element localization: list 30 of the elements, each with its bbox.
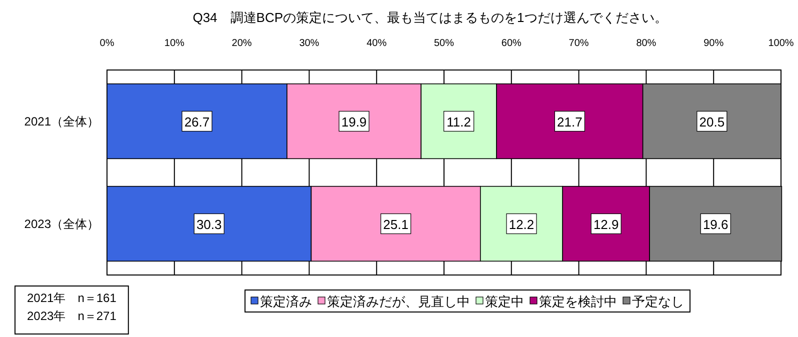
x-tick-label: 80% xyxy=(636,38,656,49)
title: Q34 調達BCPの策定について、最も当てはまるものを1つだけ選んでください。 xyxy=(192,10,668,25)
x-tick-label: 0% xyxy=(100,38,114,49)
data-label: 12.2 xyxy=(508,216,534,232)
x-tick-label: 90% xyxy=(704,38,724,49)
legend-label: 予定なし xyxy=(632,294,684,309)
note: 2021年 n＝161 2023年 n＝271 xyxy=(14,286,129,334)
legend-label: 策定済みだが、見直し中 xyxy=(327,294,470,309)
y-tick-label: 2021（全体） xyxy=(24,114,99,128)
y-tick-label: 2023（全体） xyxy=(24,216,99,231)
x-tick-label: 70% xyxy=(568,38,589,49)
x-tick-label: 40% xyxy=(366,38,387,49)
legend-label: 策定中 xyxy=(485,294,524,309)
legend-label: 策定を検討中 xyxy=(539,294,617,309)
data-label: 12.9 xyxy=(593,216,619,232)
data-label: 19.9 xyxy=(341,114,367,130)
data-label: 25.1 xyxy=(383,216,408,232)
x-tick-label: 10% xyxy=(164,38,185,49)
x-tick-label: 50% xyxy=(434,38,454,49)
x-tick-label: 60% xyxy=(501,38,522,49)
x-tick-label: 30% xyxy=(299,38,320,49)
legend-label: 策定済み xyxy=(260,294,312,309)
x-tick-label: 100% xyxy=(768,38,794,49)
x-tick-label: 20% xyxy=(232,38,252,49)
data-label: 20.5 xyxy=(699,114,725,130)
data-label: 19.6 xyxy=(702,216,728,232)
data-label: 11.2 xyxy=(446,114,471,130)
data-label: 30.3 xyxy=(196,216,222,232)
data-label: 26.7 xyxy=(184,114,210,130)
data-label: 21.7 xyxy=(557,114,582,130)
